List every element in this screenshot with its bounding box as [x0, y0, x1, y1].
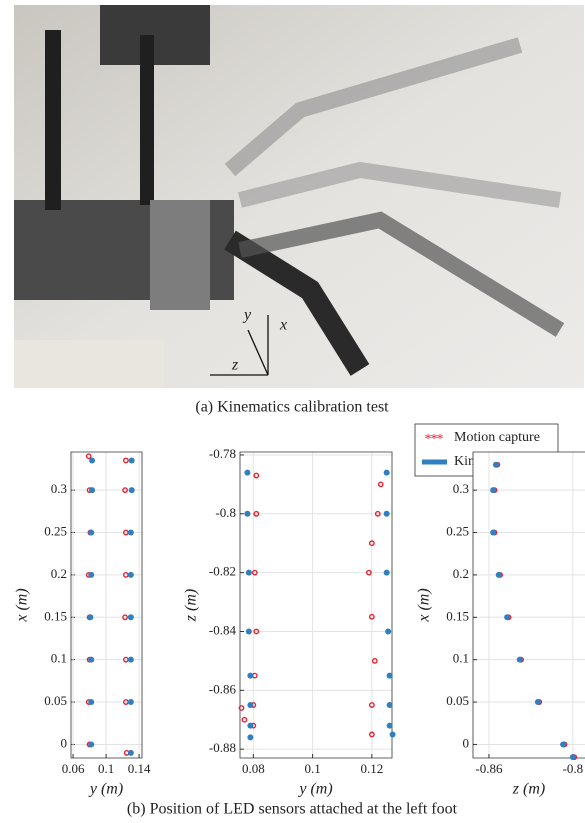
axis-label: x — [279, 317, 287, 334]
y-axis-label: x (m) — [14, 588, 31, 622]
axis-label: y — [242, 307, 252, 324]
marker-dot — [247, 702, 253, 708]
tv-screen — [100, 5, 210, 65]
caption: (a) Kinematics calibration test — [195, 399, 389, 416]
y-tick-label: 0.1 — [453, 651, 469, 666]
x-tick-label: -0.86 — [475, 761, 503, 776]
y-tick-label: -0.82 — [209, 564, 236, 579]
y-tick-label: -0.84 — [209, 622, 237, 637]
marker-dot — [387, 702, 393, 708]
page: y x z (a) Kinematics calibration test (b… — [0, 0, 585, 823]
marker-dot — [490, 530, 496, 536]
marker-dot — [247, 723, 253, 729]
y-tick-label: 0 — [61, 735, 68, 750]
y-tick-label: 0.05 — [446, 693, 469, 708]
x-tick-label: 0.1 — [98, 761, 114, 776]
marker-dot — [517, 657, 523, 663]
x-axis-label: y (m) — [88, 781, 123, 798]
marker-dot — [88, 741, 94, 747]
marker-dot — [89, 457, 95, 463]
marker-dot — [384, 570, 390, 576]
marker-dot — [128, 699, 134, 705]
plot-area — [240, 452, 392, 758]
figure: y x z (a) Kinematics calibration test (b… — [0, 0, 585, 823]
antenna — [140, 35, 154, 205]
x-axis-label: z (m) — [512, 781, 545, 798]
y-tick-label: -0.88 — [209, 740, 236, 755]
y-tick-label: 0.15 — [44, 608, 67, 623]
x-tick-label: -0.8 — [563, 761, 584, 776]
marker-dot — [88, 572, 94, 578]
marker-dot — [387, 673, 393, 679]
y-tick-label: -0.86 — [209, 681, 237, 696]
legend-swatch: * — [437, 432, 444, 447]
y-tick-label: 0.25 — [446, 524, 469, 539]
marker-dot — [247, 673, 253, 679]
marker-dot — [385, 628, 391, 634]
marker-dot — [493, 462, 499, 468]
plot: 0 0.05 0.1 0.15 0.2 0.25 0.3 0.06 0.1 0.14 y (m) x … — [14, 452, 151, 798]
antenna — [45, 30, 61, 210]
marker-dot — [490, 487, 496, 493]
photo: y x z — [14, 5, 584, 388]
marker-dot — [88, 699, 94, 705]
marker-dot — [244, 470, 250, 476]
y-axis-label: z (m) — [183, 589, 200, 622]
caption: (b) Position of LED sensors attached at … — [127, 801, 458, 818]
marker-dot — [88, 657, 94, 663]
marker-dot — [129, 487, 135, 493]
marker-dot — [246, 570, 252, 576]
y-tick-label: 0.2 — [453, 566, 469, 581]
marker-dot — [128, 657, 134, 663]
marker-dot — [560, 741, 566, 747]
marker-dot — [387, 723, 393, 729]
x-tick-label: 0.14 — [128, 761, 151, 776]
table — [14, 340, 164, 388]
marker-dot — [88, 530, 94, 536]
plot: -0.78 -0.8 -0.82 -0.84 -0.86 -0.88 0.08 0.1 0.12… — [183, 446, 396, 798]
marker-dot — [129, 457, 135, 463]
plot-area — [473, 452, 585, 758]
y-tick-label: 0.05 — [44, 693, 67, 708]
marker-dot — [535, 699, 541, 705]
marker-dot — [128, 614, 134, 620]
y-tick-label: 0.3 — [453, 481, 469, 496]
y-tick-label: -0.8 — [215, 505, 236, 520]
marker-dot — [504, 614, 510, 620]
plot: 0 0.05 0.1 0.15 0.2 0.25 0.3 -0.86 -0.8 z (m) x (m… — [416, 452, 585, 798]
axis-label: z — [231, 357, 239, 374]
legend-label: Motion capture — [454, 430, 540, 445]
marker-dot — [128, 750, 134, 756]
y-tick-label: 0 — [463, 735, 470, 750]
y-tick-label: 0.15 — [446, 608, 469, 623]
marker-dot — [384, 511, 390, 517]
y-tick-label: 0.3 — [51, 481, 67, 496]
marker-dot — [247, 734, 253, 740]
marker-dot — [128, 530, 134, 536]
marker-dot — [570, 754, 576, 760]
y-tick-label: 0.25 — [44, 524, 67, 539]
y-tick-label: 0.2 — [51, 566, 67, 581]
marker-dot — [246, 628, 252, 634]
hip-actuator — [150, 200, 210, 310]
marker-dot — [87, 614, 93, 620]
y-axis-label: x (m) — [416, 588, 433, 622]
marker-dot — [496, 572, 502, 578]
marker-dot — [384, 470, 390, 476]
marker-dot — [89, 487, 95, 493]
x-tick-label: 0.06 — [62, 761, 85, 776]
y-tick-label: 0.1 — [51, 651, 67, 666]
x-axis-label: y (m) — [297, 781, 332, 798]
x-tick-label: 0.08 — [242, 761, 265, 776]
y-tick-label: -0.78 — [209, 446, 236, 461]
marker-dot — [128, 572, 134, 578]
marker-dot — [390, 731, 396, 737]
x-tick-label: 0.12 — [360, 761, 383, 776]
x-tick-label: 0.1 — [304, 761, 320, 776]
marker-dot — [244, 511, 250, 517]
